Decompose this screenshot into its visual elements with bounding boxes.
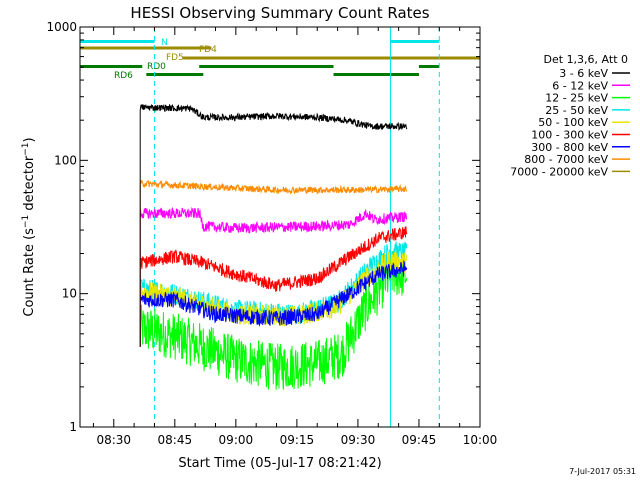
chart-title: HESSI Observing Summary Count Rates [130,4,429,22]
orbit-label-rd0: RD0 [147,62,166,72]
legend-label: 300 - 800 keV [531,141,608,154]
x-tick-label: 08:45 [158,433,193,447]
orbit-label-fd5: FD5 [166,53,184,63]
x-tick-label: 09:30 [341,433,376,447]
axes: 08:30 08:45 09:00 09:15 09:30 09:45 10:00 1 10 10… [46,20,497,447]
y-tick-label: 1000 [46,20,77,34]
y-tick-label: 10 [62,287,77,301]
x-tick-label: 09:00 [219,433,254,447]
series-layer [139,103,408,390]
series-line [139,179,408,347]
legend-label: 100 - 300 keV [531,129,608,142]
plot-frame [79,26,481,428]
y-axis-label: Count Rate (s−1 detector−1) [21,137,37,316]
legend-label: 800 - 7000 keV [524,153,608,166]
series-line [139,226,408,347]
legend-label: 12 - 25 keV [545,92,608,105]
x-tick-label: 08:30 [96,433,131,447]
legend-label: 25 - 50 keV [545,104,608,117]
series-line [139,259,408,347]
series-line [139,250,408,347]
x-tick-label: 09:45 [402,433,437,447]
y-tick-label: 100 [54,153,77,167]
legend-label: 6 - 12 keV [552,79,608,92]
legend-header: Det 1,3,6, Att 0 [544,53,628,66]
x-axis-label: Start Time (05-Jul-17 08:21:42) [178,456,381,471]
series-line [139,206,408,347]
footer-date: 7-Jul-2017 05:31 [569,467,636,476]
x-tick-label: 10:00 [463,433,498,447]
series-line [139,103,408,347]
y-tick-label: 1 [69,420,77,434]
x-tick-label: 09:15 [280,433,315,447]
legend-label: 50 - 100 keV [538,116,608,129]
orbit-label-rd6: RD6 [114,71,133,81]
orbit-label-fd4: FD4 [199,45,217,55]
series-line [139,251,408,390]
legend-label: 3 - 6 keV [559,67,608,80]
legend-label: 7000 - 20000 keV [510,165,608,178]
orbit-label-n: N [161,38,168,48]
